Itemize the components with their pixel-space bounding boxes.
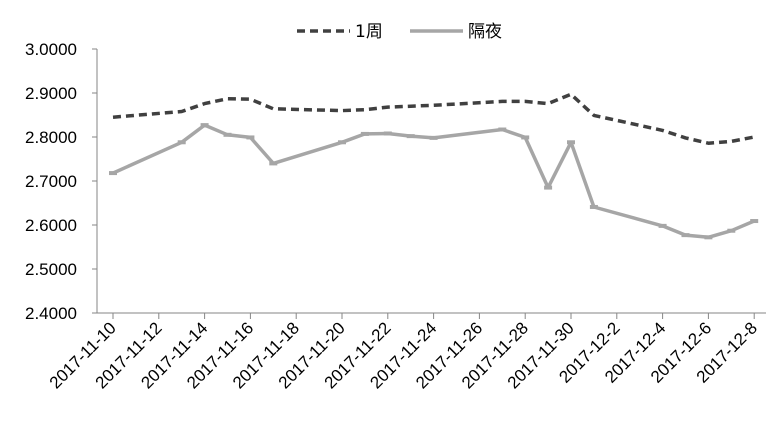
- series-1-point: [704, 235, 713, 240]
- series-1-point: [567, 140, 575, 145]
- y-tick-label: 2.7000: [25, 172, 77, 191]
- y-tick-label: 2.5000: [25, 260, 77, 279]
- series-line-1: [112, 123, 755, 240]
- series-1-point: [544, 185, 553, 190]
- x-axis-ticks: 2017-11-102017-11-122017-11-142017-11-16…: [46, 313, 761, 392]
- y-tick-label: 3.0000: [25, 40, 77, 59]
- series-1-point: [727, 228, 736, 233]
- legend-label-overnight: 隔夜: [468, 22, 502, 42]
- series-1-point: [589, 204, 598, 209]
- chart-series: [109, 92, 759, 240]
- chart-legend: 1周 隔夜: [297, 22, 502, 42]
- series-1-point: [246, 135, 255, 140]
- series-1-point: [360, 131, 369, 136]
- y-tick-label: 2.6000: [25, 216, 77, 235]
- chart-axes: [96, 49, 766, 314]
- series-1-point: [200, 123, 209, 128]
- series-1-point: [383, 131, 392, 136]
- series-1-point: [109, 171, 117, 176]
- series-line-0: [112, 92, 755, 145]
- series-1-point: [658, 223, 667, 228]
- series-1-point: [429, 135, 438, 140]
- series-1-point: [269, 161, 278, 166]
- series-1-point: [498, 127, 507, 132]
- series-1-point: [338, 140, 346, 145]
- series-1-point: [406, 134, 415, 139]
- y-tick-label: 2.4000: [25, 304, 77, 323]
- series-1-point: [521, 135, 530, 140]
- y-tick-label: 2.8000: [25, 128, 77, 147]
- series-1-point: [681, 233, 690, 238]
- series-1-point: [750, 219, 759, 224]
- y-axis-ticks: 2.4000 2.5000 2.6000 2.7000 2.8000 2.9000 3.00…: [25, 40, 97, 323]
- legend-label-1-week: 1周: [355, 22, 383, 42]
- y-tick-label: 2.9000: [25, 84, 77, 103]
- series-1-point: [177, 140, 186, 145]
- series-1-point: [223, 132, 232, 137]
